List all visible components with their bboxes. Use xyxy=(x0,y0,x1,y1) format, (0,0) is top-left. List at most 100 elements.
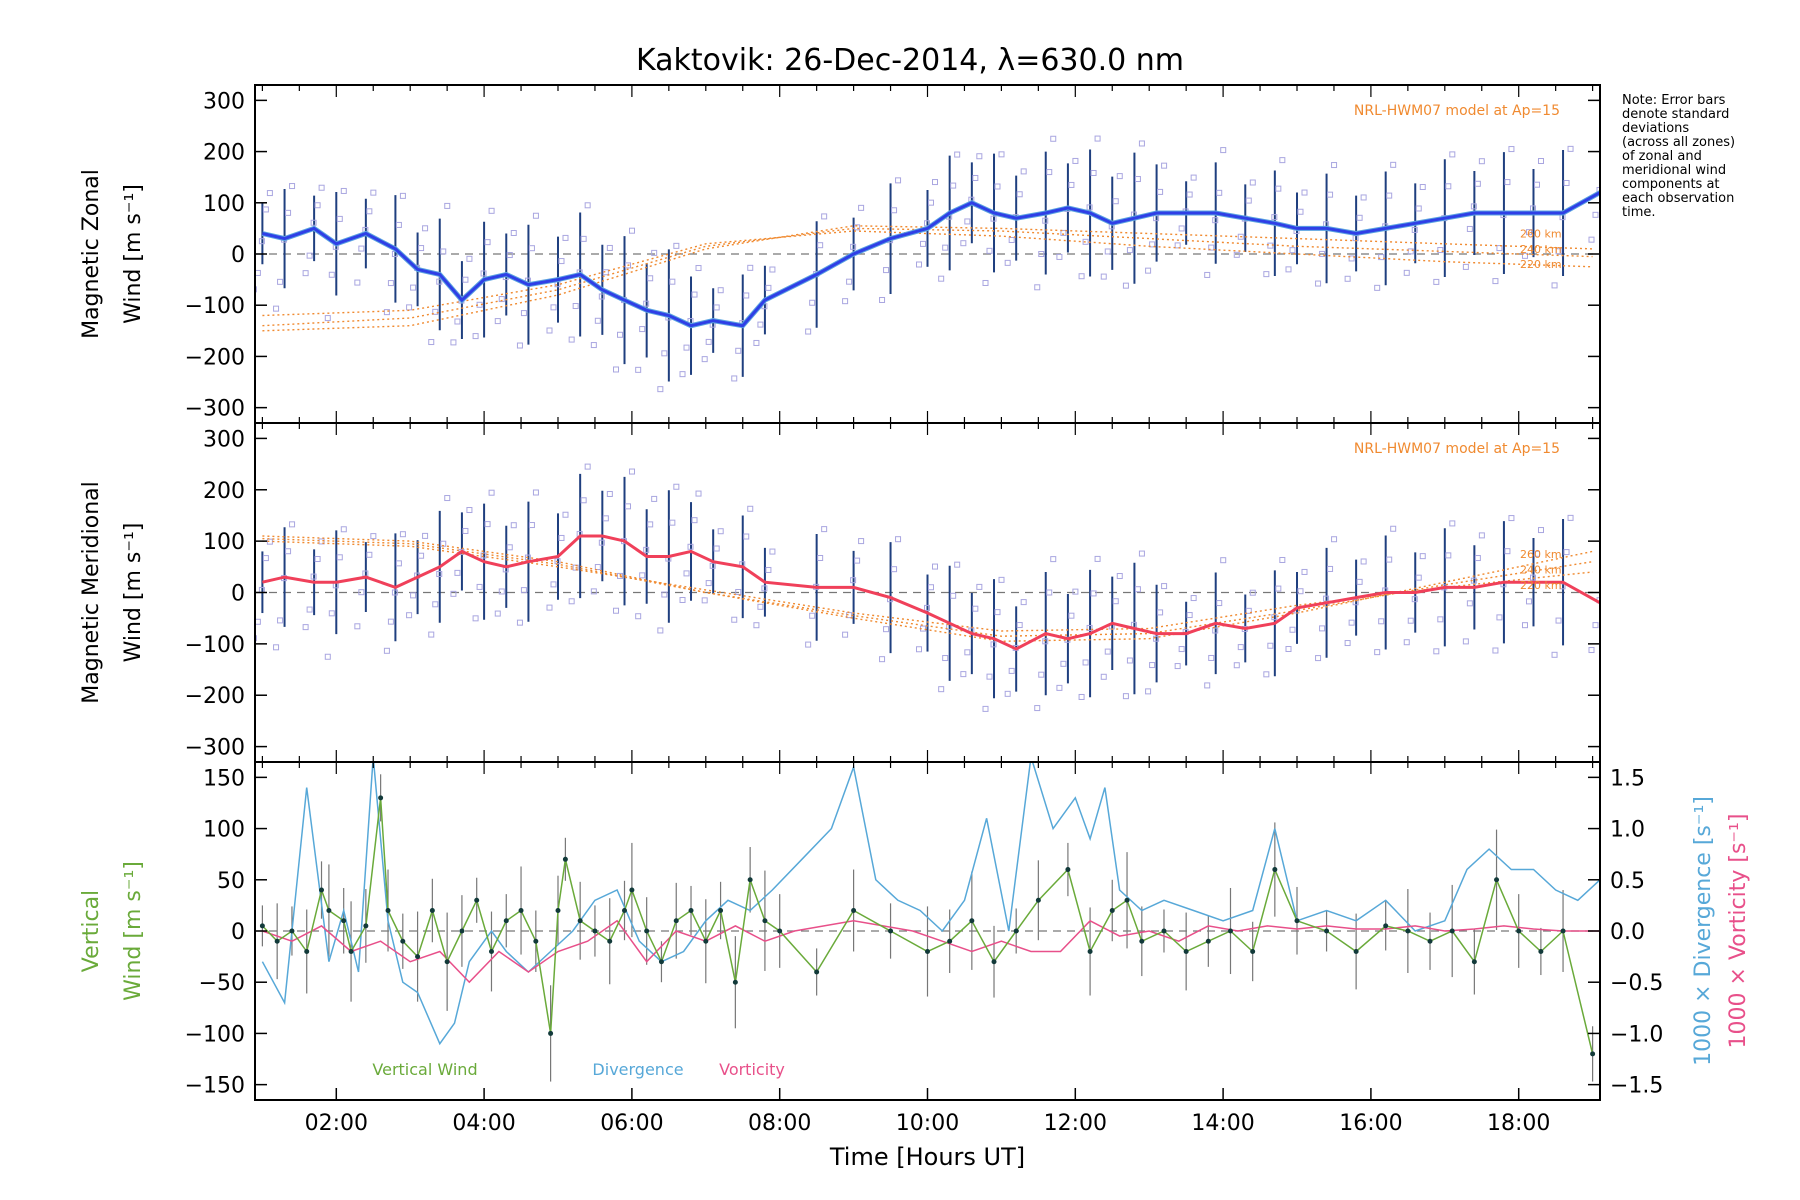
scatter-point xyxy=(1348,255,1355,262)
vertical-wind-point xyxy=(577,918,583,924)
vertical-wind-point xyxy=(1516,928,1522,934)
x-tick-label: 04:00 xyxy=(452,1111,515,1136)
scatter-point xyxy=(532,489,539,496)
vertical-wind-point xyxy=(444,959,450,965)
scatter-point xyxy=(1249,589,1256,596)
scatter-point xyxy=(498,588,505,595)
scatter-point xyxy=(1245,197,1252,204)
scatter-point xyxy=(942,655,949,662)
scatter-point xyxy=(661,350,668,357)
scatter-point xyxy=(1551,282,1558,289)
scatter-point xyxy=(383,647,390,654)
scatter-point xyxy=(520,310,527,317)
vertical-wind-point xyxy=(991,959,997,965)
vertical-wind-point xyxy=(673,918,679,924)
scatter-point xyxy=(1050,556,1057,563)
scatter-point xyxy=(717,528,724,535)
scatter-point xyxy=(606,244,613,251)
right-y-tick-label: −0.5 xyxy=(1610,971,1663,996)
scatter-point xyxy=(1415,574,1422,581)
scatter-point xyxy=(731,616,738,623)
vertical-wind-point xyxy=(1272,867,1278,873)
scatter-point xyxy=(480,552,487,559)
scatter-point xyxy=(1559,583,1566,590)
scatter-point xyxy=(1072,157,1079,164)
scatter-point xyxy=(928,199,934,206)
vertical-wind-point xyxy=(1383,923,1389,929)
vertical-wind-point xyxy=(341,918,347,924)
scatter-point xyxy=(550,304,557,311)
scatter-point xyxy=(454,569,461,576)
scatter-point xyxy=(1415,205,1422,212)
scatter-point xyxy=(1100,673,1107,680)
scatter-point xyxy=(1016,191,1023,198)
scatter-point xyxy=(1212,217,1219,224)
scatter-point xyxy=(1356,214,1363,221)
scatter-point xyxy=(318,538,325,545)
scatter-point xyxy=(546,604,553,611)
scatter-point xyxy=(1478,158,1485,165)
scatter-point xyxy=(370,533,377,540)
scatter-point xyxy=(572,303,579,310)
vertical-wind-point xyxy=(688,908,694,914)
scatter-point xyxy=(462,527,469,534)
scatter-point xyxy=(1204,682,1211,689)
scatter-point xyxy=(1285,266,1292,273)
scatter-point xyxy=(568,598,575,605)
scatter-point xyxy=(1386,556,1393,563)
scatter-point xyxy=(328,610,335,617)
scatter-point xyxy=(1016,622,1023,629)
scatter-point xyxy=(314,202,321,209)
scatter-point xyxy=(850,243,857,250)
scatter-point xyxy=(358,589,365,596)
scatter-point xyxy=(510,230,517,237)
scatter-point xyxy=(982,705,989,712)
scatter-point xyxy=(858,204,865,211)
scatter-point xyxy=(1145,267,1152,274)
vertical-wind-point xyxy=(319,887,325,893)
vertical-wind-point xyxy=(658,959,664,965)
x-tick-label: 08:00 xyxy=(748,1111,811,1136)
scatter-point xyxy=(1496,245,1503,252)
scatter-point xyxy=(1563,179,1570,186)
scatter-point xyxy=(982,279,989,286)
vertical-wind-point xyxy=(1250,948,1256,954)
scatter-point xyxy=(410,284,417,291)
scatter-point xyxy=(809,612,816,619)
scatter-point xyxy=(1046,169,1053,176)
vertical-wind-point xyxy=(488,948,494,954)
scatter-point xyxy=(701,597,708,604)
scatter-point xyxy=(277,278,284,285)
scatter-point xyxy=(472,333,479,340)
scatter-point xyxy=(986,247,993,254)
scatter-point xyxy=(1020,599,1027,606)
scatter-point xyxy=(1588,647,1595,654)
scatter-point xyxy=(1122,693,1129,700)
scatter-point xyxy=(717,287,724,294)
vertical-wind-point xyxy=(533,938,539,944)
altitude-label: 220 km xyxy=(1520,579,1562,592)
scatter-point xyxy=(942,244,949,251)
vertical-wind-point xyxy=(1065,867,1071,873)
scatter-point xyxy=(854,557,861,564)
vertical-wind-point xyxy=(622,908,628,914)
scatter-point xyxy=(484,239,491,246)
panel-plot-area xyxy=(255,135,1600,393)
scatter-point xyxy=(516,619,523,626)
scatter-point xyxy=(747,505,754,512)
scatter-point xyxy=(462,276,469,283)
scatter-point xyxy=(550,581,557,588)
vertical-wind-point xyxy=(1205,938,1211,944)
scatter-point xyxy=(273,305,280,312)
vertical-wind-point xyxy=(851,908,857,914)
scatter-point xyxy=(1279,157,1286,164)
scatter-point xyxy=(306,252,313,259)
scatter-point xyxy=(613,607,620,614)
scatter-point xyxy=(1327,565,1334,572)
scatter-point xyxy=(1126,247,1133,254)
scatter-point xyxy=(602,269,609,276)
scatter-point xyxy=(964,218,971,225)
scatter-point xyxy=(1263,671,1270,678)
note-line: meridional wind xyxy=(1622,163,1727,178)
scatter-point xyxy=(960,671,967,678)
